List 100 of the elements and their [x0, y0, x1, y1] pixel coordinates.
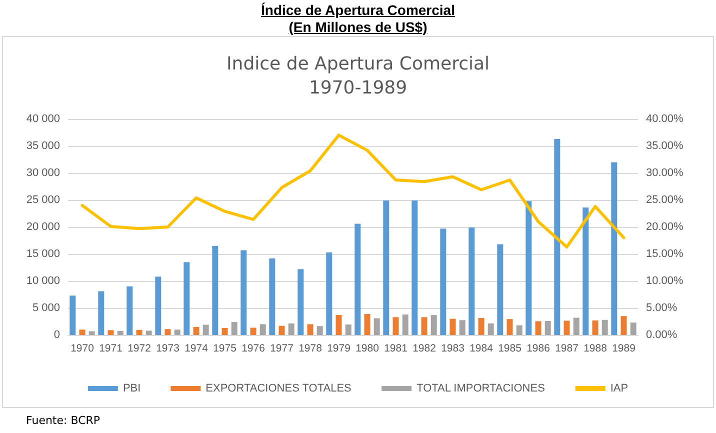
y2-tick-label: 25.00%: [646, 194, 684, 206]
bar: [316, 326, 323, 335]
bar: [516, 325, 522, 335]
bar: [126, 286, 133, 335]
bar: [592, 320, 598, 335]
bar: [602, 320, 608, 335]
y2-tick-label: 5.00%: [646, 302, 678, 314]
bar: [278, 326, 285, 335]
bar: [269, 258, 276, 335]
x-tick-label: 1977: [270, 342, 294, 354]
legend-label: EXPORTACIONES TOTALES: [206, 382, 352, 394]
x-tick-label: 1975: [213, 342, 237, 354]
y-tick-label: 20 000: [26, 221, 60, 233]
source-note: Fuente: BCRP: [26, 414, 100, 427]
bar: [535, 321, 542, 335]
y-tick-label: 25 000: [26, 194, 60, 206]
bar: [506, 319, 513, 335]
x-tick-label: 1989: [612, 342, 636, 354]
bar: [98, 291, 104, 335]
bar: [412, 200, 418, 335]
bar: [488, 323, 494, 335]
x-tick-label: 1979: [327, 342, 351, 354]
y2-tick-label: 35.00%: [646, 140, 684, 152]
bar: [430, 315, 437, 335]
bar: [573, 318, 580, 335]
bar: [298, 269, 304, 335]
bar: [202, 324, 209, 335]
bar: [402, 314, 408, 335]
x-tick-label: 1988: [584, 342, 608, 354]
x-tick-label: 1976: [242, 342, 266, 354]
bar: [212, 246, 218, 335]
bar: [392, 317, 399, 335]
y2-tick-label: 10.00%: [646, 275, 684, 287]
bar: [70, 296, 76, 335]
y-tick-label: 40 000: [26, 113, 60, 125]
bar: [383, 200, 390, 335]
bar: [336, 315, 342, 335]
bar: [374, 318, 380, 335]
bar: [478, 318, 484, 335]
bar: [250, 328, 256, 335]
bar: [79, 330, 86, 335]
y2-tick-label: 20.00%: [646, 221, 684, 233]
bar: [174, 330, 180, 335]
bar: [544, 320, 551, 335]
y-tick-label: 35 000: [26, 140, 60, 152]
bar: [526, 201, 532, 335]
bar: [260, 324, 266, 335]
y-tick-label: 15 000: [26, 248, 60, 260]
bar: [164, 329, 171, 335]
bar: [193, 326, 200, 335]
bar: [459, 320, 466, 335]
bar: [326, 252, 332, 335]
x-tick-label: 1973: [156, 342, 180, 354]
bar: [136, 330, 142, 335]
y-tick-label: 5 000: [32, 302, 60, 314]
bar: [354, 224, 361, 335]
legend-label: PBI: [122, 382, 141, 394]
y2-tick-label: 30.00%: [646, 167, 684, 179]
x-tick-label: 1971: [99, 342, 123, 354]
y-tick-label: 30 000: [26, 167, 60, 179]
y-tick-label: 0: [54, 329, 60, 341]
y2-tick-label: 0.00%: [646, 329, 678, 341]
bar: [582, 208, 589, 335]
x-tick-label: 1970: [70, 342, 94, 354]
bar: [117, 330, 124, 335]
bar: [108, 330, 114, 335]
bar: [611, 162, 618, 335]
bar: [88, 331, 95, 335]
bar: [146, 330, 152, 335]
bar: [440, 228, 446, 335]
x-tick-label: 1974: [184, 342, 208, 354]
x-tick-label: 1978: [298, 342, 322, 354]
bar: [364, 314, 370, 335]
x-tick-label: 1980: [356, 342, 380, 354]
bar: [307, 324, 314, 335]
chart-subtitle: Indice de Apertura Comercial 1970-1989: [226, 54, 490, 98]
bar: [620, 316, 627, 335]
x-tick-label: 1984: [470, 342, 494, 354]
x-tick-label: 1972: [128, 342, 152, 354]
bar: [497, 244, 504, 335]
y-tick-label: 10 000: [26, 275, 60, 287]
bar: [630, 322, 636, 335]
x-tick-label: 1985: [498, 342, 522, 354]
bar: [468, 228, 475, 335]
bar: [450, 318, 456, 335]
bar: [554, 138, 560, 335]
bar: [564, 320, 570, 335]
bar: [345, 324, 352, 335]
x-tick-label: 1983: [441, 342, 465, 354]
chart-title: Índice de Apertura Comercial (En Millones de US$): [261, 2, 455, 35]
line-series: [80, 134, 626, 248]
y2-tick-label: 15.00%: [646, 248, 684, 260]
x-tick-label: 1987: [555, 342, 579, 354]
bar: [240, 250, 247, 335]
bar: [184, 262, 190, 335]
bar: [421, 317, 428, 335]
legend-label: IAP: [610, 382, 628, 394]
bar: [222, 328, 228, 335]
x-tick-label: 1986: [526, 342, 550, 354]
x-tick-label: 1981: [384, 342, 408, 354]
